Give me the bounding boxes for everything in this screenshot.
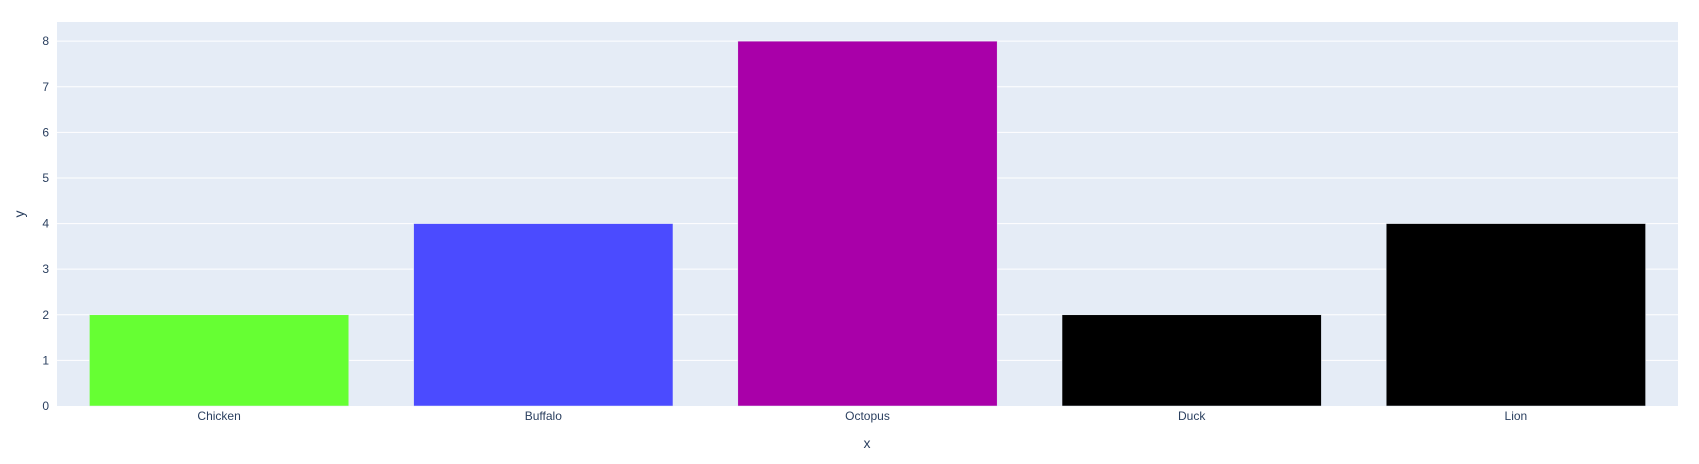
y-tick-label: 8 <box>42 34 49 48</box>
x-axis-title: x <box>864 435 871 451</box>
x-tick-label: Lion <box>1505 409 1528 423</box>
y-tick-label: 6 <box>42 125 49 139</box>
bar-octopus <box>737 40 998 407</box>
x-tick-label: Buffalo <box>525 409 562 423</box>
bar-duck <box>1061 314 1322 407</box>
x-tick-label: Octopus <box>845 409 890 423</box>
y-tick-labels: 0 1 2 3 4 5 6 7 8 <box>42 34 49 413</box>
bar-lion <box>1385 223 1646 407</box>
y-tick-label: 4 <box>42 217 49 231</box>
y-tick-label: 3 <box>42 262 49 276</box>
y-axis-title: y <box>11 211 27 218</box>
y-tick-label: 2 <box>42 308 49 322</box>
y-tick-label: 5 <box>42 171 49 185</box>
bar-chicken <box>89 314 350 407</box>
bars <box>89 40 1646 407</box>
y-tick-label: 7 <box>42 80 49 94</box>
y-tick-label: 0 <box>42 399 49 413</box>
x-tick-label: Chicken <box>197 409 240 423</box>
x-tick-labels: Chicken Buffalo Octopus Duck Lion <box>197 409 1527 423</box>
x-tick-label: Duck <box>1178 409 1206 423</box>
y-tick-label: 1 <box>42 353 49 367</box>
bar-buffalo <box>413 223 674 407</box>
